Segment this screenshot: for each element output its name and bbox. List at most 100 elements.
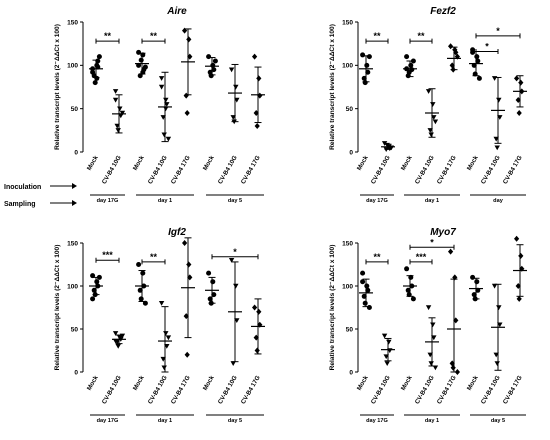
data-point (112, 338, 119, 344)
category-label: CV-B4 17G (240, 154, 262, 185)
data-point (449, 62, 455, 69)
significance-label: * (430, 237, 434, 247)
data-point (454, 369, 460, 375)
category-label: Mock (202, 154, 216, 172)
significance-label: ** (104, 31, 112, 41)
data-point (138, 57, 144, 63)
data-point (112, 331, 119, 336)
data-point (254, 347, 260, 354)
row-labels: Inoculation Sampling (4, 183, 77, 208)
data-point (228, 67, 235, 73)
data-point (256, 308, 262, 315)
data-point (136, 62, 142, 68)
significance-label: ** (150, 252, 158, 262)
data-point (253, 334, 259, 341)
panel-title: Fezf2 (430, 6, 456, 17)
data-point (257, 92, 263, 99)
data-point (118, 337, 124, 342)
data-point (470, 274, 476, 280)
category-label: CV-B4 10G (480, 374, 502, 405)
data-point (491, 76, 498, 81)
data-point (228, 258, 235, 263)
group-label: day 17G (97, 198, 119, 204)
significance-bracket: *** (409, 252, 433, 265)
data-point (137, 73, 143, 79)
data-point (233, 283, 239, 289)
group: day 5 (206, 194, 264, 204)
data-point (183, 313, 189, 320)
y-axis-label: Relative transcript levels (2⁻ΔΔCt x 100… (329, 24, 336, 150)
data-point (184, 110, 190, 116)
data-point (158, 84, 165, 90)
data-point (427, 352, 433, 358)
data-point (231, 119, 237, 125)
category-label: Mock (86, 154, 100, 172)
data-point (474, 279, 480, 285)
data-point (182, 27, 188, 34)
data-point (381, 141, 388, 146)
data-point (95, 58, 101, 64)
data-point (183, 92, 189, 99)
significance-bracket: * (211, 247, 259, 260)
category-label: Mock (400, 374, 414, 392)
data-point (519, 88, 525, 95)
data-point (381, 333, 388, 339)
panel-2: Igf2 Relative transcript levels (2⁻ΔΔCt x… (54, 227, 265, 424)
significance-bracket: ** (365, 252, 389, 265)
data-point (90, 66, 96, 72)
data-point (493, 352, 499, 358)
data-point (94, 279, 100, 285)
data-point (160, 115, 166, 120)
data-point (233, 84, 239, 90)
data-point (497, 115, 503, 120)
data-point (410, 58, 416, 64)
data-point (386, 339, 392, 345)
series-6: CV-B4 10G (217, 63, 242, 185)
group: day 5 (470, 414, 526, 424)
data-point (161, 365, 167, 371)
data-point (384, 361, 390, 366)
significance-label: ** (150, 31, 158, 41)
data-point (406, 292, 412, 298)
data-point (257, 321, 263, 328)
group-label: day 17G (97, 418, 119, 424)
panel-title: Myo7 (430, 227, 456, 238)
data-point (425, 89, 432, 94)
data-point (472, 296, 478, 302)
significance-bracket: ** (141, 252, 166, 265)
y-tick-label: 0 (74, 369, 78, 376)
data-point (210, 279, 216, 285)
data-point (515, 97, 521, 103)
y-tick-label: 0 (349, 149, 353, 156)
series-4: CV-B4 17G (170, 27, 195, 185)
y-tick-label: 0 (349, 369, 353, 376)
significance-label: * (496, 26, 500, 36)
data-point (409, 283, 415, 289)
group: day 17G (360, 194, 394, 204)
category-label: Mock (202, 374, 216, 392)
series-3: CV-B4 10G (147, 301, 172, 405)
series-2: Mock (132, 262, 149, 392)
inoculation-label: Inoculation (4, 184, 41, 191)
data-point (163, 331, 169, 336)
category-label: CV-B4 10G (217, 154, 239, 185)
data-point (184, 351, 190, 358)
series-5: Mock (202, 270, 219, 392)
significance-bracket: *** (95, 250, 120, 263)
y-tick-label: 50 (71, 326, 79, 333)
group: day 17G (90, 194, 125, 204)
data-point (470, 47, 476, 53)
data-point (252, 304, 258, 311)
data-point (383, 147, 389, 152)
data-point (384, 142, 390, 148)
category-label: CV-B4 10G (370, 154, 392, 185)
group-label: day 5 (491, 418, 505, 424)
data-point (450, 66, 456, 73)
group-label: day 17G (366, 418, 388, 424)
data-point (365, 69, 371, 75)
y-tick-label: 50 (71, 106, 79, 113)
data-point (230, 361, 236, 366)
data-point (450, 364, 456, 371)
category-label: Mock (86, 374, 100, 392)
data-point (158, 301, 165, 306)
